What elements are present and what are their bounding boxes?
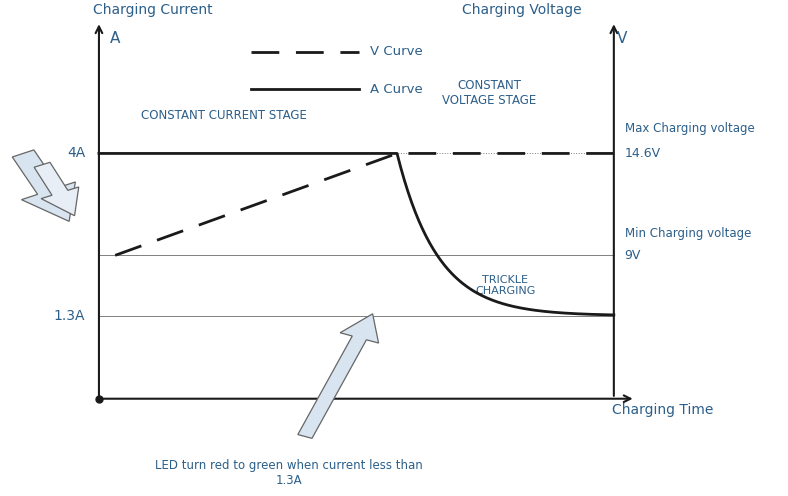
Text: Min Charging voltage: Min Charging voltage [625,227,751,240]
Polygon shape [13,150,76,221]
Text: CONSTANT CURRENT STAGE: CONSTANT CURRENT STAGE [141,109,307,122]
Polygon shape [298,314,378,438]
Text: Charging Time: Charging Time [612,403,713,417]
Text: Charging Voltage: Charging Voltage [462,3,582,17]
Text: Charging Current: Charging Current [93,3,213,17]
Text: LED turn red to green when current less than
1.3A: LED turn red to green when current less … [154,459,422,487]
Text: V Curve: V Curve [370,45,422,58]
Text: 4A: 4A [67,146,85,160]
Text: 1.3A: 1.3A [54,309,85,323]
Text: CONSTANT
VOLTAGE STAGE: CONSTANT VOLTAGE STAGE [442,79,537,107]
Text: 14.6V: 14.6V [625,147,661,160]
Text: V: V [617,31,627,46]
Text: TRICKLE
CHARGING: TRICKLE CHARGING [475,275,536,296]
Text: A Curve: A Curve [370,83,422,96]
Text: Max Charging voltage: Max Charging voltage [625,122,754,134]
Text: 9V: 9V [625,249,641,262]
Polygon shape [34,162,79,216]
Text: A: A [110,31,121,46]
